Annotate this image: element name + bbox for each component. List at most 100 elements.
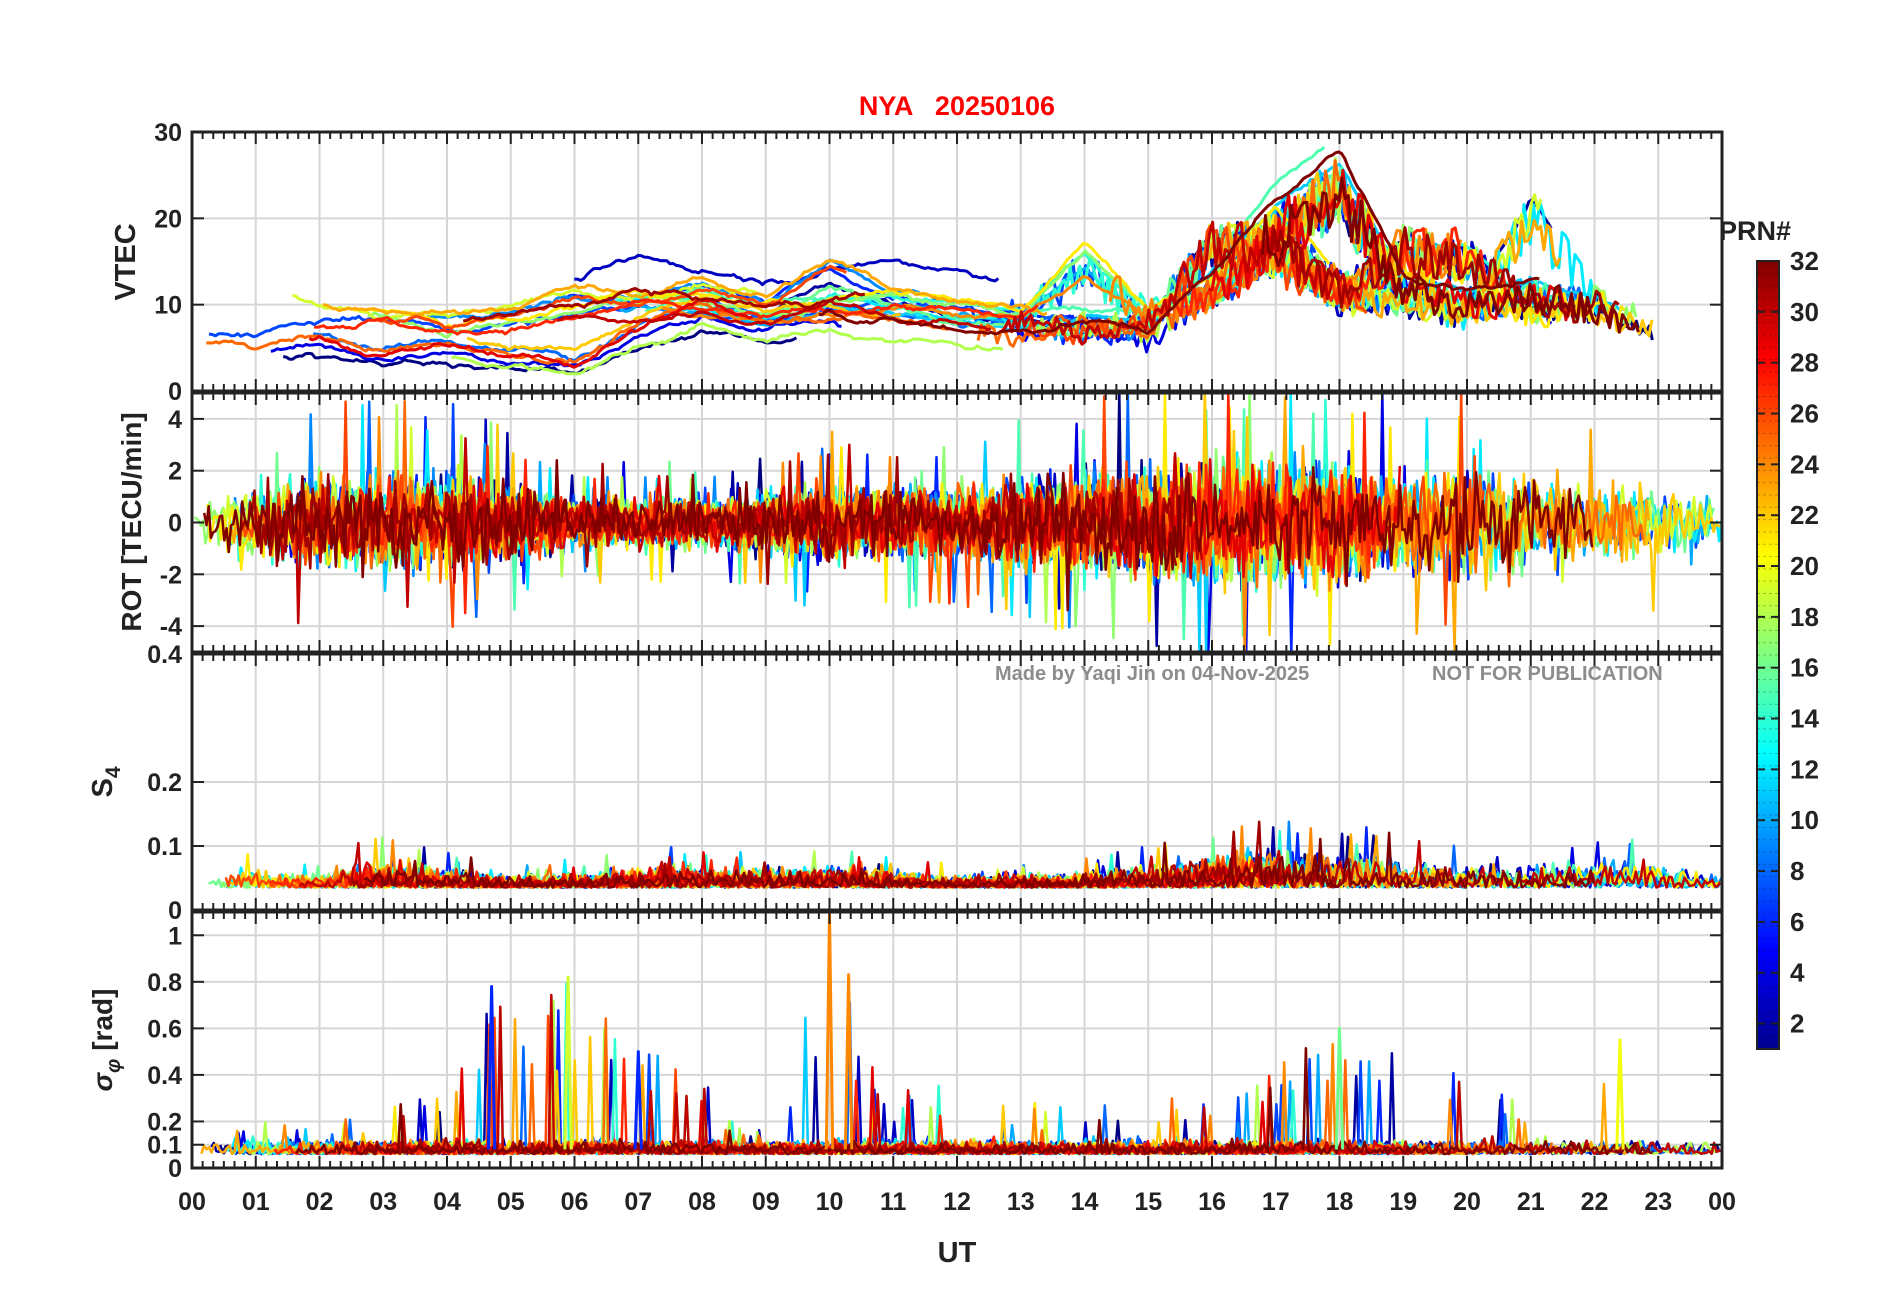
- y-tick-label: 0.1: [147, 1132, 182, 1160]
- series-trace: [202, 458, 1594, 612]
- series-trace: [466, 296, 901, 352]
- series-trace: [338, 993, 1722, 1156]
- sigma-ylabel-unit: [rad]: [87, 989, 118, 1051]
- y-tick-label: 0: [168, 897, 182, 925]
- x-tick-label: 18: [1326, 1188, 1354, 1216]
- x-tick-label: 08: [688, 1188, 716, 1216]
- colorbar-tick-label: 30: [1790, 297, 1819, 327]
- x-tick-label: 16: [1198, 1188, 1226, 1216]
- colorbar: [1756, 260, 1780, 1050]
- colorbar-title: PRN#: [1719, 216, 1791, 246]
- x-tick-label: 14: [1071, 1188, 1099, 1216]
- colorbar-tick-label: 24: [1790, 449, 1819, 479]
- x-tick-label: 10: [816, 1188, 844, 1216]
- y-tick-label: 1: [168, 922, 182, 950]
- chart-title: NYA 20250106: [859, 91, 1055, 121]
- series-trace: [292, 282, 759, 322]
- sigma-ylabel-sub: φ: [103, 1059, 125, 1073]
- vtec-ylabel: VTEC: [110, 223, 142, 300]
- y-tick-label: 0.2: [147, 769, 182, 797]
- x-tick-label: 21: [1517, 1188, 1545, 1216]
- x-tick-label: 13: [1007, 1188, 1035, 1216]
- series-trace: [633, 1050, 643, 1150]
- y-tick-label: 30: [154, 119, 182, 147]
- x-tick-label: 05: [497, 1188, 525, 1216]
- colorbar-tick-label: 18: [1790, 602, 1819, 632]
- x-tick-label: 20: [1453, 1188, 1481, 1216]
- series-trace: [1000, 220, 1361, 346]
- series-trace: [818, 150, 1540, 336]
- y-tick-label: 0: [168, 510, 182, 538]
- y-tick-label: 0.8: [147, 969, 182, 997]
- series-trace: [563, 975, 573, 1150]
- y-tick-label: 2: [168, 458, 182, 486]
- colorbar-tick-label: 16: [1790, 653, 1819, 683]
- x-tick-label: 03: [369, 1188, 397, 1216]
- y-tick-label: -2: [160, 561, 182, 589]
- watermark-notice: NOT FOR PUBLICATION: [1432, 663, 1663, 685]
- x-tick-label: 02: [306, 1188, 334, 1216]
- series-trace: [1260, 176, 1640, 334]
- series-trace: [206, 301, 950, 365]
- series-trace: [313, 298, 1039, 336]
- s4-ylabel: S4: [87, 766, 125, 797]
- x-tick-label: 09: [752, 1188, 780, 1216]
- series-trace: [1334, 1026, 1345, 1150]
- colorbar-tick-label: 22: [1790, 500, 1819, 530]
- watermark-credit: Made by Yaqi Jin on 04-Nov-2025: [995, 663, 1309, 685]
- y-tick-label: 20: [154, 205, 182, 233]
- x-tick-label: 11: [880, 1188, 907, 1216]
- series-trace: [363, 831, 1595, 889]
- x-tick-label: 12: [943, 1188, 971, 1216]
- series-trace: [486, 985, 497, 1150]
- series-trace: [451, 322, 1004, 376]
- series-trace: [843, 973, 854, 1150]
- series-trace: [308, 298, 753, 369]
- x-tick-label: 00: [1708, 1188, 1736, 1216]
- colorbar-tick-label: 26: [1790, 399, 1819, 429]
- y-tick-label: 0: [168, 378, 182, 406]
- x-tick-label: 01: [242, 1188, 270, 1216]
- colorbar-tick-label: 10: [1790, 805, 1819, 835]
- sigma-ylabel: σφ [rad]: [87, 989, 125, 1092]
- series-trace: [1615, 1038, 1625, 1150]
- data-layer: [193, 145, 1722, 1156]
- colorbar-tick-label: 8: [1790, 856, 1804, 886]
- x-axis-label: UT: [938, 1237, 977, 1269]
- colorbar-tick-label: 28: [1790, 348, 1819, 378]
- svg-text:S4: S4: [87, 766, 125, 797]
- y-tick-label: 0.2: [147, 1108, 182, 1136]
- series-trace: [270, 314, 842, 368]
- x-tick-label: 15: [1134, 1188, 1162, 1216]
- y-tick-label: 0.6: [147, 1015, 182, 1043]
- x-tick-label: 07: [624, 1188, 652, 1216]
- frame-layer: 0102030-4-202400.10.20.400.10.20.40.60.8…: [147, 119, 1736, 1216]
- y-tick-label: -4: [160, 613, 182, 641]
- x-tick-label: 00: [178, 1188, 206, 1216]
- series-trace: [295, 1047, 1653, 1156]
- y-tick-label: 0.4: [147, 641, 182, 669]
- y-tick-label: 0.1: [147, 833, 182, 861]
- x-tick-label: 19: [1389, 1188, 1417, 1216]
- x-tick-label: 04: [433, 1188, 461, 1216]
- sigma-ylabel-main: σ: [87, 1071, 118, 1091]
- s4-ylabel-sub: 4: [102, 766, 125, 778]
- rot-ylabel: ROT [TECU/min]: [116, 412, 147, 631]
- s4-ylabel-main: S: [87, 778, 119, 797]
- colorbar-tick-label: 32: [1790, 246, 1819, 276]
- svg-text:σφ[rad]: σφ [rad]: [87, 989, 125, 1092]
- colorbar-tick-label: 4: [1790, 958, 1805, 988]
- colorbar-tick-label: 2: [1790, 1009, 1804, 1039]
- series-trace: [322, 259, 1048, 317]
- y-tick-label: 0.4: [147, 1062, 182, 1090]
- colorbar-tick-label: 12: [1790, 754, 1819, 784]
- y-tick-label: 4: [168, 406, 182, 434]
- colorbar-tick-label: 6: [1790, 907, 1804, 937]
- y-tick-label: 10: [154, 292, 182, 320]
- series-trace: [824, 912, 835, 1150]
- colorbar-tick-label: 14: [1790, 704, 1819, 734]
- x-tick-label: 22: [1581, 1188, 1609, 1216]
